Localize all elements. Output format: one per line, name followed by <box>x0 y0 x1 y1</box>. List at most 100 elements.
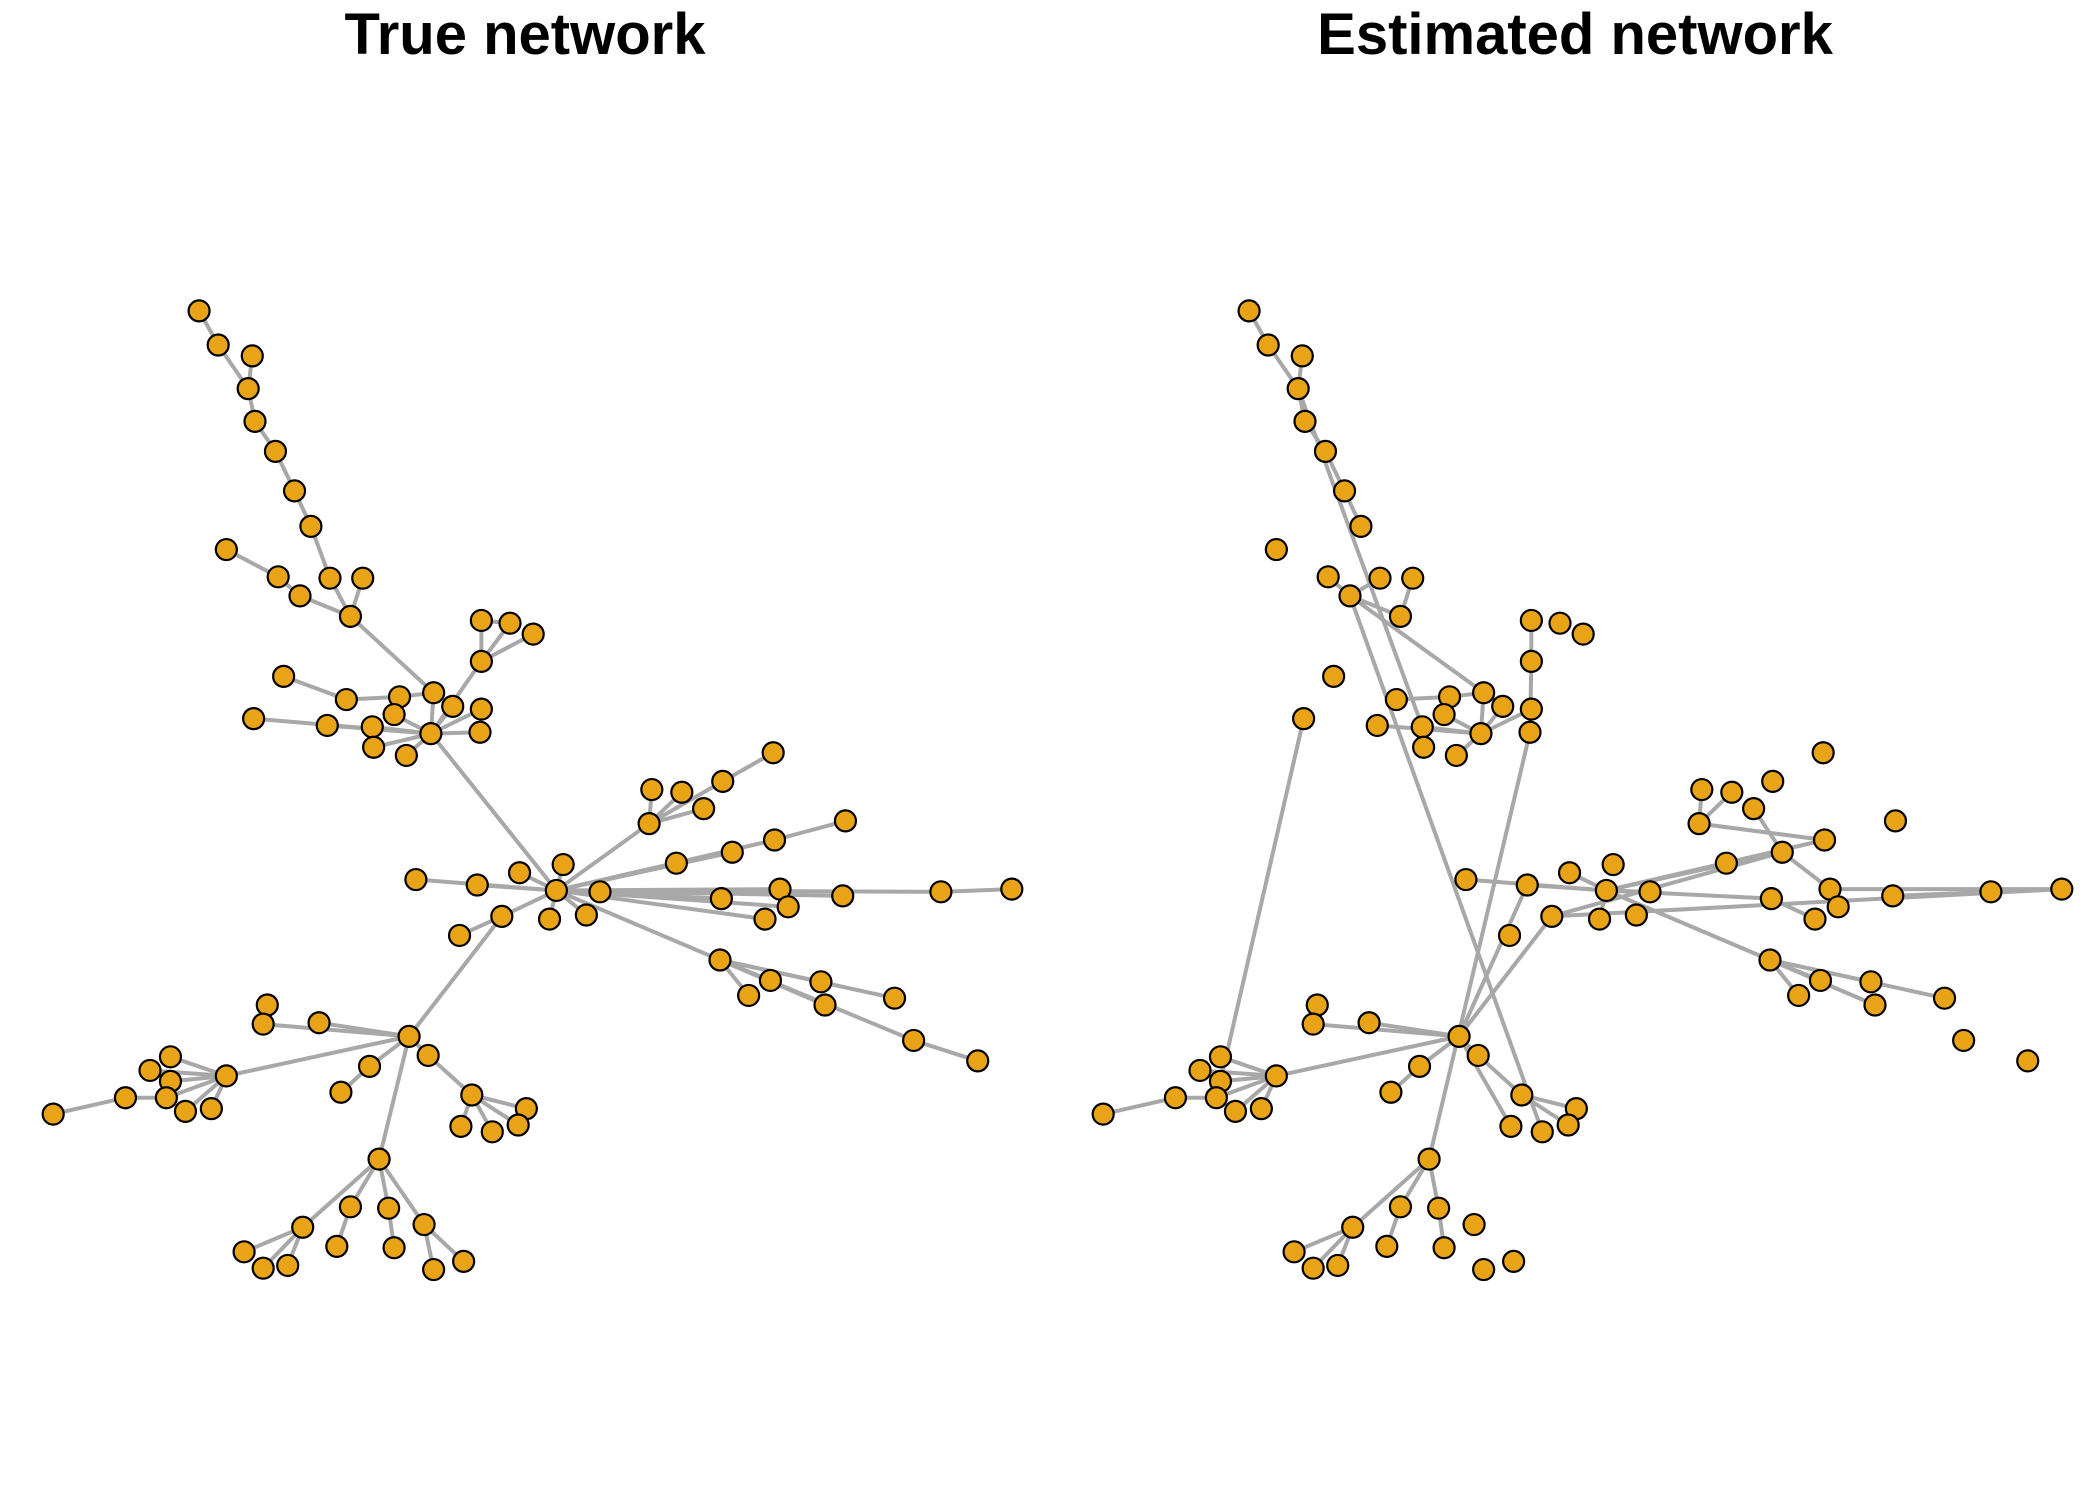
true-network-node <box>761 741 785 765</box>
true-network-node <box>758 968 783 993</box>
estimated-network-node <box>1881 884 1905 908</box>
estimated-network-node <box>1407 1054 1432 1078</box>
estimated-network-node <box>1587 907 1612 931</box>
true-network-node <box>588 880 612 904</box>
true-network-edge <box>225 1034 410 1078</box>
true-network-edge <box>555 861 677 893</box>
estimated-network-node <box>2016 1049 2040 1073</box>
true-network-node <box>382 1236 406 1260</box>
true-network-node <box>394 743 418 768</box>
true-network-edge <box>719 958 895 1001</box>
estimated-network-node <box>1379 1080 1403 1104</box>
estimated-network-node <box>1256 333 1280 357</box>
true-network-node <box>362 735 386 759</box>
true-network-node <box>251 1256 275 1280</box>
true-network-node <box>357 1054 382 1078</box>
estimated-network-node <box>1502 1249 1526 1273</box>
estimated-network-node <box>1548 611 1572 635</box>
estimated-network-node <box>1519 608 1543 633</box>
estimated-network-node <box>1883 809 1908 833</box>
true-network-edge <box>429 732 558 892</box>
true-network-node <box>325 1234 349 1258</box>
estimated-network-node <box>1859 970 1883 994</box>
estimated-network-edge <box>1351 1157 1431 1229</box>
estimated-network-node <box>1286 377 1310 401</box>
estimated-network-node <box>1365 713 1389 738</box>
true-network-edge <box>318 1020 410 1039</box>
estimated-network-node <box>1223 1099 1248 1123</box>
true-network-edge <box>556 888 941 894</box>
true-network-node <box>692 797 716 821</box>
true-network-node <box>813 993 837 1017</box>
estimated-network-node <box>1292 707 1316 731</box>
estimated-network-node <box>1720 780 1744 804</box>
true-network-node <box>452 1249 476 1273</box>
estimated-network-node <box>2050 877 2074 901</box>
estimated-network-node <box>1290 344 1314 368</box>
true-network-edge <box>940 887 1012 894</box>
true-network-node <box>41 1102 65 1126</box>
true-network-node <box>720 840 744 864</box>
true-network-edge <box>377 1157 426 1226</box>
true-network-node <box>490 904 514 928</box>
estimated-network-node <box>1601 852 1625 877</box>
estimated-network-node <box>1326 1253 1350 1278</box>
true-network-node <box>288 584 312 608</box>
estimated-network-node <box>1519 697 1543 721</box>
true-network-node <box>240 344 264 368</box>
estimated-network-node <box>1316 565 1340 589</box>
true-network-node <box>367 1147 391 1171</box>
true-network-node <box>468 720 492 744</box>
estimated-network-node <box>1979 880 2003 904</box>
true-network-node <box>465 873 489 897</box>
true-network-node <box>263 439 288 463</box>
true-network-node <box>307 1011 331 1035</box>
estimated-network-edge <box>1199 1068 1277 1078</box>
estimated-network-node <box>1594 878 1618 903</box>
estimated-network-node <box>1388 604 1413 628</box>
true-network-node <box>737 983 761 1008</box>
estimated-network-edge <box>1296 387 1425 728</box>
estimated-network-edge <box>1769 958 1945 1001</box>
estimated-network-node <box>1472 681 1496 705</box>
true-network-node <box>833 809 858 833</box>
true-network-edge <box>349 614 435 695</box>
estimated-network-node <box>1863 993 1887 1017</box>
true-network-node <box>187 299 211 323</box>
true-network-node <box>173 1099 198 1123</box>
true-network-node <box>551 852 575 877</box>
true-network-node <box>809 970 833 994</box>
true-network-node <box>206 333 230 357</box>
true-network-node <box>640 777 664 802</box>
true-network-node <box>255 993 279 1017</box>
true-network-node <box>670 780 694 804</box>
estimated-network-edge <box>1605 888 1771 962</box>
estimated-network-node <box>1313 439 1338 463</box>
estimated-network-node <box>1758 948 1782 972</box>
estimated-network-node <box>1952 1028 1976 1053</box>
true-network-node <box>469 608 493 633</box>
estimated-network-node <box>1349 514 1373 538</box>
estimated-network-node <box>1264 1064 1288 1088</box>
estimated-network-node <box>1557 861 1582 885</box>
estimated-network-node <box>1249 1097 1273 1121</box>
estimated-network-node <box>1491 694 1515 718</box>
estimated-network-edge <box>1348 595 1545 1133</box>
estimated-network-node <box>1826 895 1850 919</box>
true-network-node <box>521 622 545 646</box>
estimated-network-node <box>1188 1058 1212 1083</box>
estimated-network-node <box>1357 1011 1381 1035</box>
true-network-node <box>902 1028 926 1053</box>
estimated-network-panel: Estimated network <box>1050 0 2100 1500</box>
true-network-edge <box>555 888 721 962</box>
true-network-edge <box>301 1157 381 1229</box>
true-network-node <box>447 923 472 948</box>
estimated-network-node <box>1447 1024 1471 1048</box>
estimated-network-node <box>1687 812 1711 836</box>
estimated-network-node <box>1401 566 1425 590</box>
true-network-node <box>232 1240 256 1264</box>
estimated-network-nodes <box>1091 299 2074 1282</box>
estimated-network-node <box>1091 1102 1115 1126</box>
estimated-network-node <box>1375 1234 1399 1258</box>
estimated-network-node <box>1469 722 1493 746</box>
